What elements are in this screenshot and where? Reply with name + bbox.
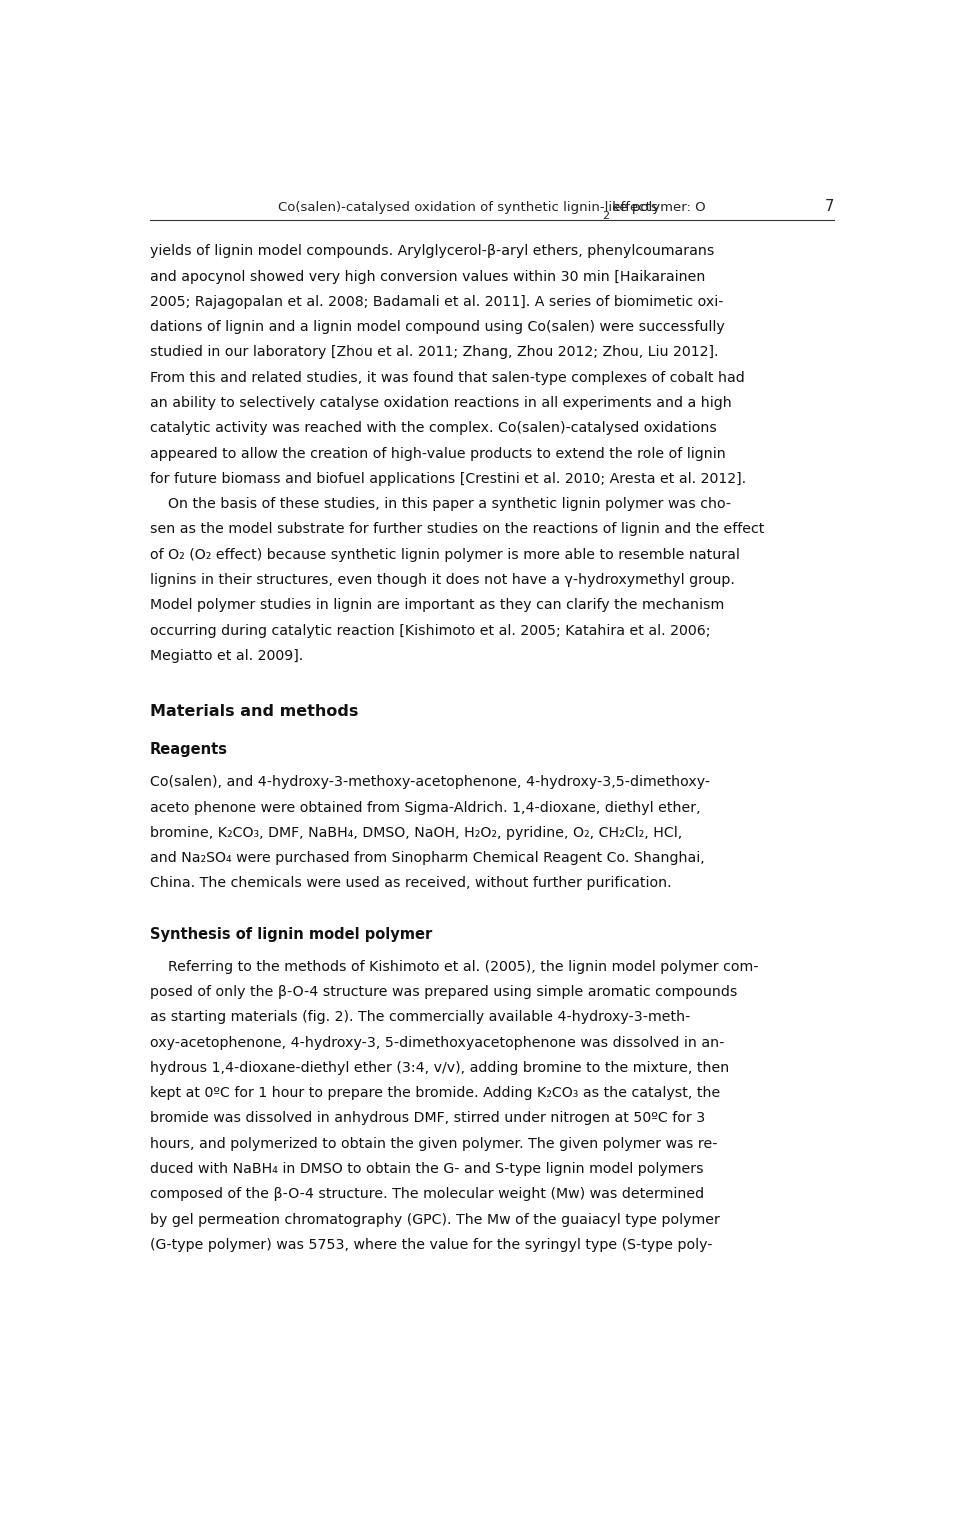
Text: posed of only the β-O-4 structure was prepared using simple aromatic compounds: posed of only the β-O-4 structure was pr… (150, 985, 737, 999)
Text: oxy-acetophenone, 4-hydroxy-3, 5-dimethoxyacetophenone was dissolved in an-: oxy-acetophenone, 4-hydroxy-3, 5-dimetho… (150, 1035, 724, 1049)
Text: duced with NaBH₄ in DMSO to obtain the G- and S-type lignin model polymers: duced with NaBH₄ in DMSO to obtain the G… (150, 1162, 704, 1176)
Text: for future biomass and biofuel applications [Crestini et al. 2010; Aresta et al.: for future biomass and biofuel applicati… (150, 472, 746, 486)
Text: yields of lignin model compounds. Arylglycerol-β-aryl ethers, phenylcoumarans: yields of lignin model compounds. Arylgl… (150, 244, 714, 258)
Text: and apocynol showed very high conversion values within 30 min [Haikarainen: and apocynol showed very high conversion… (150, 270, 706, 284)
Text: as starting materials (fig. 2). The commercially available 4-hydroxy-3-meth-: as starting materials (fig. 2). The comm… (150, 1011, 690, 1025)
Text: catalytic activity was reached with the complex. Co(salen)-catalysed oxidations: catalytic activity was reached with the … (150, 421, 716, 435)
Text: kept at 0ºC for 1 hour to prepare the bromide. Adding K₂CO₃ as the catalyst, the: kept at 0ºC for 1 hour to prepare the br… (150, 1086, 720, 1099)
Text: occurring during catalytic reaction [Kishimoto et al. 2005; Katahira et al. 2006: occurring during catalytic reaction [Kis… (150, 623, 710, 638)
Text: From this and related studies, it was found that salen-type complexes of cobalt : From this and related studies, it was fo… (150, 371, 745, 385)
Text: Megiatto et al. 2009].: Megiatto et al. 2009]. (150, 649, 303, 663)
Text: (G-type polymer) was 5753, where the value for the syringyl type (S-type poly-: (G-type polymer) was 5753, where the val… (150, 1238, 712, 1252)
Text: aceto phenone were obtained from Sigma-Aldrich. 1,4-dioxane, diethyl ether,: aceto phenone were obtained from Sigma-A… (150, 800, 701, 814)
Text: Synthesis of lignin model polymer: Synthesis of lignin model polymer (150, 927, 432, 942)
Text: sen as the model substrate for further studies on the reactions of lignin and th: sen as the model substrate for further s… (150, 522, 764, 536)
Text: Reagents: Reagents (150, 742, 228, 757)
Text: 2005; Rajagopalan et al. 2008; Badamali et al. 2011]. A series of biomimetic oxi: 2005; Rajagopalan et al. 2008; Badamali … (150, 295, 723, 308)
Text: Co(salen), and 4-hydroxy-3-methoxy-acetophenone, 4-hydroxy-3,5-dimethoxy-: Co(salen), and 4-hydroxy-3-methoxy-aceto… (150, 776, 709, 789)
Text: Model polymer studies in lignin are important as they can clarify the mechanism: Model polymer studies in lignin are impo… (150, 599, 724, 612)
Text: composed of the β-O-4 structure. The molecular weight (Mw) was determined: composed of the β-O-4 structure. The mol… (150, 1188, 704, 1202)
Text: by gel permeation chromatography (GPC). The Mw of the guaiacyl type polymer: by gel permeation chromatography (GPC). … (150, 1212, 720, 1226)
Text: China. The chemicals were used as received, without further purification.: China. The chemicals were used as receiv… (150, 876, 671, 890)
Text: Materials and methods: Materials and methods (150, 704, 358, 719)
Text: 2: 2 (602, 211, 610, 221)
Text: dations of lignin and a lignin model compound using Co(salen) were successfully: dations of lignin and a lignin model com… (150, 321, 725, 334)
Text: appeared to allow the creation of high-value products to extend the role of lign: appeared to allow the creation of high-v… (150, 446, 726, 461)
Text: Referring to the methods of Kishimoto et al. (2005), the lignin model polymer co: Referring to the methods of Kishimoto et… (150, 960, 758, 974)
Text: On the basis of these studies, in this paper a synthetic lignin polymer was cho-: On the basis of these studies, in this p… (150, 498, 731, 512)
Text: 7: 7 (825, 199, 834, 214)
Text: and Na₂SO₄ were purchased from Sinopharm Chemical Reagent Co. Shanghai,: and Na₂SO₄ were purchased from Sinopharm… (150, 851, 705, 866)
Text: hydrous 1,4-dioxane-diethyl ether (3:4, v/v), adding bromine to the mixture, the: hydrous 1,4-dioxane-diethyl ether (3:4, … (150, 1061, 729, 1075)
Text: Co(salen)-catalysed oxidation of synthetic lignin-like polymer: O: Co(salen)-catalysed oxidation of synthet… (278, 202, 706, 214)
Text: lignins in their structures, even though it does not have a γ-hydroxymethyl grou: lignins in their structures, even though… (150, 573, 734, 586)
Text: an ability to selectively catalyse oxidation reactions in all experiments and a : an ability to selectively catalyse oxida… (150, 395, 732, 411)
Text: studied in our laboratory [Zhou et al. 2011; Zhang, Zhou 2012; Zhou, Liu 2012].: studied in our laboratory [Zhou et al. 2… (150, 345, 718, 359)
Text: bromide was dissolved in anhydrous DMF, stirred under nitrogen at 50ºC for 3: bromide was dissolved in anhydrous DMF, … (150, 1112, 705, 1125)
Text: of O₂ (O₂ effect) because synthetic lignin polymer is more able to resemble natu: of O₂ (O₂ effect) because synthetic lign… (150, 548, 739, 562)
Text: bromine, K₂CO₃, DMF, NaBH₄, DMSO, NaOH, H₂O₂, pyridine, O₂, CH₂Cl₂, HCl,: bromine, K₂CO₃, DMF, NaBH₄, DMSO, NaOH, … (150, 826, 682, 840)
Text: effects: effects (608, 202, 658, 214)
Text: hours, and polymerized to obtain the given polymer. The given polymer was re-: hours, and polymerized to obtain the giv… (150, 1136, 717, 1151)
